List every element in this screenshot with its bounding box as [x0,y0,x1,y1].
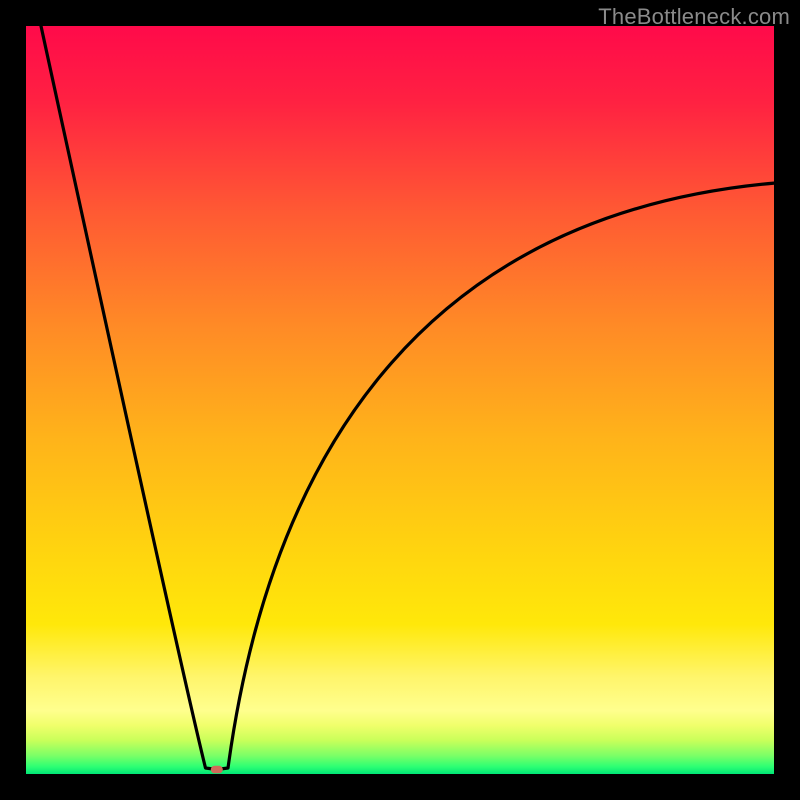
chart-plot-area [26,26,774,774]
optimum-marker [211,766,223,774]
chart-container: TheBottleneck.com [0,0,800,800]
bottleneck-chart [0,0,800,800]
